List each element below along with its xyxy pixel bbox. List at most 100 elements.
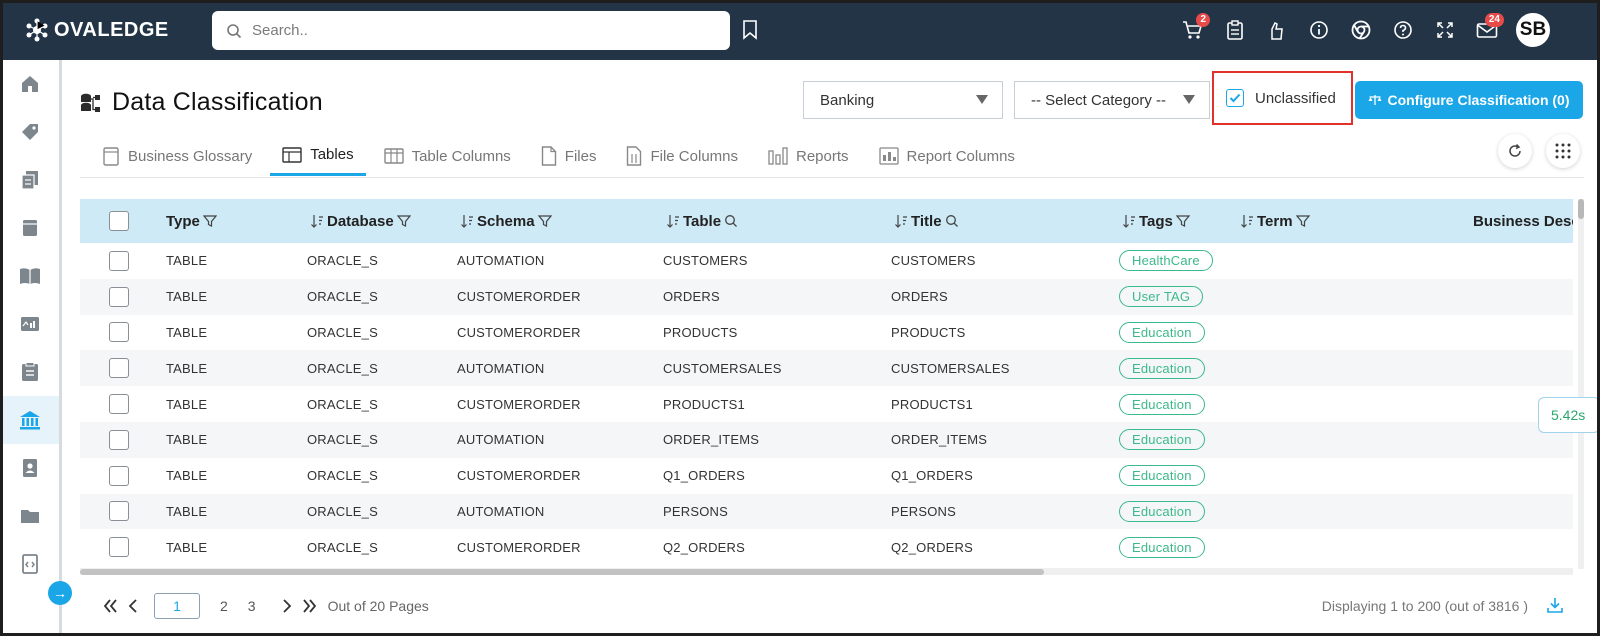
row-checkbox[interactable] [109, 394, 129, 415]
sidebar-item-knowledge[interactable] [0, 252, 59, 300]
table-row[interactable]: TABLE ORACLE_S AUTOMATION CUSTOMERSALES CUST… [80, 350, 1573, 387]
sidebar-item-files[interactable] [0, 492, 59, 540]
refresh-button[interactable] [1498, 134, 1532, 168]
cell-table[interactable]: ORDER_ITEMS [663, 432, 760, 448]
cell-table[interactable]: Q1_ORDERS [663, 468, 745, 484]
table-row[interactable]: TABLE ORACLE_S CUSTOMERORDER PRODUCTS1 PRODU… [80, 386, 1573, 422]
row-checkbox[interactable] [109, 286, 129, 307]
previous-page-button[interactable] [122, 595, 144, 617]
tag-chip[interactable]: Education [1119, 500, 1205, 522]
chrome-extension-button[interactable] [1340, 9, 1382, 51]
table-row[interactable]: TABLE ORACLE_S CUSTOMERORDER Q1_ORDERS Q1_OR… [80, 458, 1573, 494]
cell-table[interactable]: PRODUCTS [663, 324, 738, 340]
tag-chip[interactable]: Education [1119, 321, 1205, 343]
unclassified-checkbox[interactable] [1226, 89, 1244, 107]
service-desk-button[interactable] [1256, 9, 1298, 51]
row-checkbox[interactable] [109, 250, 129, 271]
filter-icon[interactable] [1295, 214, 1310, 228]
sidebar-item-catalog[interactable] [0, 156, 59, 204]
horizontal-scroll-thumb[interactable] [80, 569, 1044, 575]
sort-icon[interactable] [1122, 214, 1136, 228]
row-checkbox[interactable] [109, 501, 129, 522]
table-row[interactable]: TABLE ORACLE_S AUTOMATION ORDER_ITEMS ORDER_… [80, 421, 1573, 458]
table-row[interactable]: TABLE ORACLE_S CUSTOMERORDER PRODUCTS PRODUC… [80, 315, 1573, 351]
table-row[interactable]: TABLE ORACLE_S CUSTOMERORDER Q2_ORDERS Q2_OR… [80, 529, 1573, 565]
sidebar-item-tags[interactable] [0, 108, 59, 156]
sidebar-item-reports[interactable] [0, 300, 59, 348]
page-link-3[interactable]: 3 [247, 598, 256, 614]
sort-icon[interactable] [1240, 214, 1254, 228]
vertical-scroll-thumb[interactable] [1578, 199, 1584, 219]
row-checkbox[interactable] [109, 358, 129, 379]
cell-table[interactable]: CUSTOMERSALES [663, 360, 782, 376]
sidebar-item-governance[interactable] [0, 396, 59, 444]
configure-classification-button[interactable]: Configure Classification (0) [1355, 81, 1583, 119]
category-select[interactable]: -- Select Category -- [1014, 81, 1210, 119]
tag-chip[interactable]: Education [1119, 357, 1205, 379]
tag-chip[interactable]: Education [1119, 429, 1205, 451]
page-link-2[interactable]: 2 [220, 598, 228, 614]
expand-sidebar-button[interactable]: → [48, 581, 72, 605]
row-checkbox[interactable] [109, 465, 129, 486]
tab-business-glossary[interactable]: Business Glossary [90, 136, 264, 176]
sidebar-item-code[interactable] [0, 540, 59, 588]
filter-icon[interactable] [537, 214, 552, 228]
search-icon[interactable] [724, 214, 740, 228]
filter-icon[interactable] [396, 214, 411, 228]
tab-files[interactable]: Files [529, 136, 609, 176]
cell-table[interactable]: PERSONS [663, 503, 728, 519]
table-row[interactable]: TABLE ORACLE_S CUSTOMERORDER ORDERS ORDERS Us… [80, 278, 1573, 315]
table-row[interactable]: TABLE ORACLE_S AUTOMATION CUSTOMERS CUSTOMER… [80, 243, 1573, 279]
cell-table[interactable]: PRODUCTS1 [663, 396, 745, 412]
select-all-checkbox[interactable] [109, 211, 129, 231]
tag-chip[interactable]: User TAG [1119, 286, 1204, 308]
filter-icon[interactable] [202, 214, 217, 228]
tab-table-columns[interactable]: Table Columns [372, 136, 523, 176]
search-input[interactable] [252, 22, 712, 39]
row-checkbox[interactable] [109, 322, 129, 343]
next-page-button[interactable] [276, 595, 298, 617]
tab-tables[interactable]: Tables [270, 136, 366, 176]
tab-report-columns[interactable]: Report Columns [867, 136, 1027, 176]
sort-icon[interactable] [894, 214, 908, 228]
cell-table[interactable]: Q2_ORDERS [663, 539, 745, 555]
cell-table[interactable]: CUSTOMERS [663, 253, 748, 269]
global-search[interactable] [212, 11, 730, 50]
help-button[interactable] [1382, 9, 1424, 51]
bookmark-icon[interactable] [742, 20, 758, 45]
table-horizontal-scrollbar[interactable] [80, 568, 1573, 575]
cart-button[interactable]: 2 [1172, 9, 1214, 51]
fullscreen-button[interactable] [1424, 9, 1466, 51]
table-vertical-scrollbar[interactable] [1578, 199, 1584, 569]
apps-grid-button[interactable] [1546, 134, 1580, 168]
sort-icon[interactable] [666, 214, 680, 228]
user-avatar[interactable]: SB [1514, 11, 1552, 49]
tag-chip[interactable]: Education [1119, 465, 1205, 487]
tab-file-columns[interactable]: File Columns [614, 136, 750, 176]
sidebar-item-glossary[interactable] [0, 204, 59, 252]
info-button[interactable] [1298, 9, 1340, 51]
tag-chip[interactable]: Education [1119, 393, 1205, 415]
domain-select[interactable]: Banking [803, 81, 1003, 119]
app-logo[interactable]: OVALEDGE [24, 17, 208, 43]
table-row[interactable]: TABLE ORACLE_S AUTOMATION PERSONS PERSONS Edu… [80, 493, 1573, 530]
inbox-button[interactable]: 24 [1466, 9, 1508, 51]
filter-icon[interactable] [1175, 214, 1190, 228]
current-page-input[interactable] [154, 593, 200, 619]
search-icon[interactable] [945, 214, 961, 228]
tab-reports[interactable]: Reports [756, 136, 861, 176]
tag-chip[interactable]: HealthCare [1119, 250, 1213, 272]
sort-icon[interactable] [460, 214, 474, 228]
sidebar-item-checklist[interactable] [0, 348, 59, 396]
download-button[interactable] [1546, 596, 1564, 619]
row-checkbox[interactable] [109, 537, 129, 558]
sidebar-item-home[interactable] [0, 60, 59, 108]
sort-icon[interactable] [310, 214, 324, 228]
sidebar-item-contacts[interactable] [0, 444, 59, 492]
tasks-button[interactable] [1214, 9, 1256, 51]
tag-chip[interactable]: Education [1119, 536, 1205, 558]
cell-table[interactable]: ORDERS [663, 289, 720, 305]
first-page-button[interactable] [100, 595, 122, 617]
last-page-button[interactable] [298, 595, 320, 617]
row-checkbox[interactable] [109, 429, 129, 450]
